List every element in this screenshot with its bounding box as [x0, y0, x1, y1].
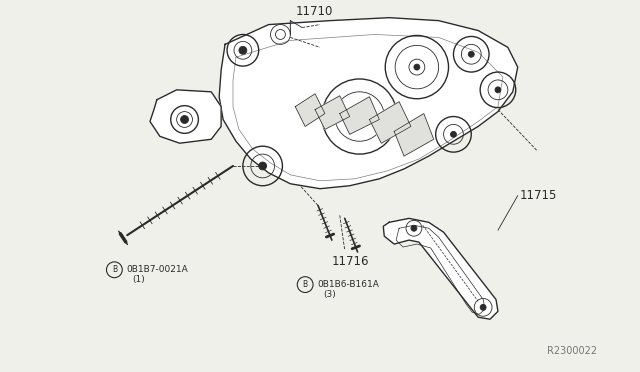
Text: B: B — [303, 280, 308, 289]
Text: (1): (1) — [132, 275, 145, 284]
Polygon shape — [340, 97, 380, 134]
Circle shape — [411, 225, 417, 231]
Text: (3): (3) — [323, 290, 336, 299]
Circle shape — [259, 162, 267, 170]
Text: 11716: 11716 — [332, 255, 369, 268]
Polygon shape — [394, 113, 434, 156]
Circle shape — [495, 87, 501, 93]
Circle shape — [451, 131, 456, 137]
Circle shape — [356, 113, 364, 121]
Polygon shape — [219, 17, 518, 189]
Text: 0B1B6-B161A: 0B1B6-B161A — [317, 280, 379, 289]
Polygon shape — [315, 96, 349, 129]
Polygon shape — [150, 90, 221, 143]
Circle shape — [239, 46, 247, 54]
Text: R2300022: R2300022 — [547, 346, 597, 356]
Circle shape — [180, 116, 189, 124]
Text: 0B1B7-0021A: 0B1B7-0021A — [126, 265, 188, 274]
Polygon shape — [369, 102, 411, 143]
Circle shape — [414, 64, 420, 70]
Polygon shape — [295, 94, 325, 126]
Text: 11715: 11715 — [520, 189, 557, 202]
Circle shape — [480, 304, 486, 310]
Text: 11710: 11710 — [295, 5, 333, 17]
Text: B: B — [112, 265, 117, 274]
Circle shape — [468, 51, 474, 57]
Polygon shape — [383, 218, 498, 319]
